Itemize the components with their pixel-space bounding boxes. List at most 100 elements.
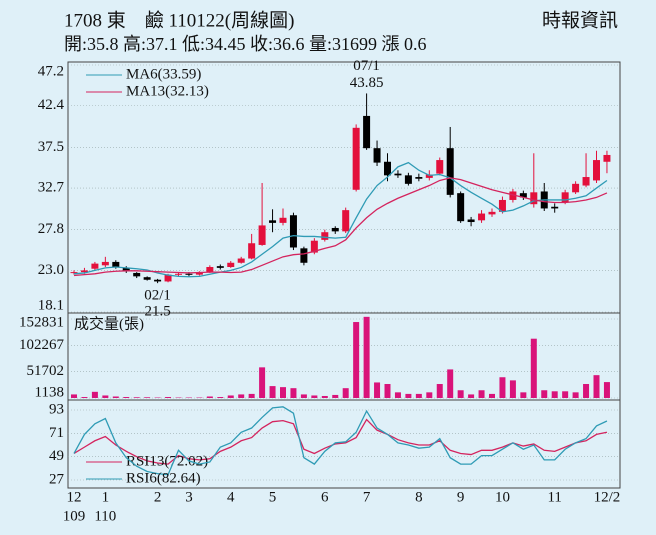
y-tick-label: 71 [49,425,64,441]
candle-body [91,263,99,269]
annotation-value: 21.5 [144,304,170,320]
legend-label: RSI6(82.64) [126,470,201,486]
candle-body [446,148,454,195]
volume-bar [144,397,151,398]
series-line [73,161,608,278]
candle-body [384,161,391,176]
candle-body [70,272,78,274]
x-tick-label: 3 [185,489,193,505]
legend-label: RSI13(72.02) [126,453,208,469]
candle-body [195,272,203,275]
x-tick-label: 4 [227,489,235,505]
annotation-value: 43.85 [350,75,384,91]
volume-bar [238,394,245,398]
volume-bar [509,380,516,398]
volume-bar [123,397,130,398]
candle-body [185,273,193,275]
candle-body [112,261,120,268]
volume-bar [227,395,234,398]
volume-bar [217,397,224,398]
quote-line: 開:35.8 高:37.1 低:34.45 收:36.6 量:31699 漲 0… [64,34,427,54]
candle-body [498,199,506,212]
legend-label: MA6(33.59) [126,66,201,82]
candle-body [425,174,433,178]
candle-body [551,206,559,209]
candle-body [530,192,538,205]
x-tick-label: 12 [67,489,82,505]
candle-body [342,210,350,232]
y-tick-label: 18.1 [38,297,64,313]
candle-body [101,261,109,266]
series-line [73,418,608,465]
x-tick-label: 1 [102,489,110,505]
volume-bar [206,396,213,398]
candle-body [269,220,277,223]
candle-body [363,115,371,149]
rsi-panel [67,399,621,489]
y-tick-label: 102267 [19,337,65,353]
legend-label: MA13(32.13) [126,83,209,99]
x-tick-label: 5 [269,489,277,505]
y-tick-label: 27 [49,471,65,487]
candle-body [154,279,162,282]
x-tick-label: 11 [547,489,561,505]
candle-body [509,191,517,200]
candle-body [143,277,151,280]
volume-bar [102,395,109,398]
volume-bar [112,396,119,398]
chart-title: 1708 東 鹼 110122(周線圖) [64,9,294,31]
candle-body [373,148,381,163]
x-tick-label: 10 [495,489,510,505]
y-tick-label: 93 [49,401,64,417]
volume-bar [457,390,464,398]
candle-body [331,227,339,232]
series-line [73,177,608,277]
candle-body [572,183,580,193]
volume-bar [363,316,370,398]
y-tick-label: 51702 [27,363,65,379]
volume-bar [248,393,255,398]
volume-bar [321,395,328,398]
annotation-label: 07/1 [353,58,380,74]
volume-bar [572,392,579,398]
candle-body [593,160,600,181]
price-panel [67,61,621,314]
y-tick-label: 23.0 [38,262,64,278]
panel-title: 成交量(張) [74,314,144,332]
volume-bar [280,387,286,398]
candle-body [289,215,297,248]
volume-bar [374,382,381,398]
x-tick-label: 8 [415,489,423,505]
volume-panel [67,312,621,401]
y-tick-label: 37.5 [38,139,64,155]
volume-bar [426,392,433,398]
volume-bar [71,394,77,398]
volume-bar [405,393,412,398]
candle-body [122,267,130,272]
candle-body [436,160,444,174]
candle-body [248,243,256,259]
volume-bar [520,392,527,398]
y-tick-label: 47.2 [38,63,64,79]
volume-bar [593,375,600,398]
y-tick-label: 49 [49,448,64,464]
volume-bar [583,384,590,398]
candle-body [300,248,308,263]
candle-body [321,232,329,240]
candle-body [310,240,318,253]
candle-body [603,154,611,162]
candle-body [206,267,214,273]
candle-body [237,258,245,263]
volume-bar [468,394,475,398]
y-tick-label: 152831 [19,314,64,330]
source: 時報資訊 [542,9,618,31]
volume-bar [551,391,558,398]
candle-body [80,270,88,273]
x-tick-label: 6 [321,489,329,505]
candle-body [519,193,527,198]
volume-bar [353,322,360,398]
volume-bar [603,382,610,398]
volume-bar [300,394,307,398]
x-year-label: 110 [94,508,116,524]
